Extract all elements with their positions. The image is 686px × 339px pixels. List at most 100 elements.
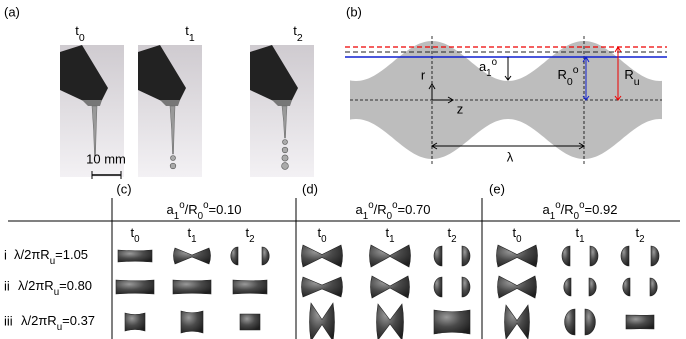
text-part: =0.92	[585, 202, 618, 217]
text-part: λ/2πR	[14, 247, 50, 262]
time-label: t2	[635, 225, 644, 245]
text-part: =0.80	[59, 278, 92, 293]
subscript: u	[634, 76, 640, 88]
figure: (a)t0t1t210 mm(b)rza1oR0oRuλ(c)a1o/R0o=0…	[0, 0, 686, 339]
text-part: =0.37	[62, 313, 95, 328]
drop-shape	[310, 303, 335, 339]
text-part: =0.10	[209, 202, 242, 217]
drop-shape	[173, 280, 211, 294]
drop-shape	[590, 246, 598, 266]
subscript: 2	[451, 234, 456, 245]
droplet	[283, 140, 288, 145]
text-part: /R	[185, 202, 198, 217]
subscript: 1	[363, 211, 368, 222]
time-label: t2	[447, 225, 456, 245]
subscript: 2	[639, 234, 644, 245]
drop-shape	[377, 304, 404, 339]
text-part: R	[624, 67, 633, 82]
row-label: λ/2πRu=1.05	[14, 247, 88, 267]
panel-title: a1o/R0o=0.10	[167, 200, 242, 222]
drop-shape	[434, 277, 442, 297]
drop-shape	[371, 276, 410, 298]
subscript: 0	[516, 234, 522, 245]
text-part: /R	[561, 202, 574, 217]
drop-shape	[565, 309, 575, 335]
drop-shape	[240, 314, 260, 330]
panel-label: (e)	[489, 181, 505, 196]
subscript: 1	[174, 211, 179, 222]
subscript: 1	[486, 68, 491, 79]
time-label: t0	[317, 225, 327, 245]
drop-shape	[302, 277, 343, 297]
time-label: t1	[185, 23, 195, 43]
row-label: λ/2πRu=0.80	[18, 278, 92, 298]
drop-shape	[233, 280, 267, 294]
text-part: λ/2πR	[18, 278, 54, 293]
drop-shape	[498, 276, 537, 298]
drop-shape	[589, 278, 596, 296]
supscript: o	[573, 64, 579, 76]
drop-shape	[505, 305, 530, 339]
subscript: 2	[297, 32, 303, 44]
subscript: 0	[567, 76, 573, 88]
subscript: 1	[579, 234, 584, 245]
droplet	[282, 147, 288, 153]
subscript: 1	[191, 234, 196, 245]
text-part: =0.70	[398, 202, 431, 217]
drop-shape	[262, 247, 269, 265]
droplet	[170, 163, 176, 169]
subscript: 0	[574, 211, 580, 222]
scale-label: 10 mm	[86, 151, 126, 166]
droplet	[282, 163, 289, 170]
subscript: 0	[321, 234, 327, 245]
subscript: 0	[198, 211, 204, 222]
time-label: t1	[187, 225, 196, 245]
panel-label: (a)	[4, 4, 20, 19]
row-index: i	[4, 247, 7, 262]
drop-shape	[174, 248, 211, 264]
panel-label: (b)	[346, 4, 362, 19]
row-index: iii	[4, 313, 13, 328]
panel-title: a1o/R0o=0.92	[543, 200, 618, 222]
subscript: 0	[134, 234, 140, 245]
drop-shape	[650, 278, 657, 296]
drop-shape	[181, 311, 203, 333]
subscript: 1	[550, 211, 555, 222]
subscript: 0	[79, 32, 85, 44]
droplet	[171, 156, 176, 161]
text-part: /R	[374, 202, 387, 217]
drop-shape	[562, 246, 570, 266]
lambda-label: λ	[507, 149, 514, 164]
drop-shape	[626, 315, 654, 329]
drop-shape	[462, 277, 470, 297]
a1-arrow	[505, 57, 511, 80]
drop-shape	[231, 247, 238, 265]
panel-label: (c)	[116, 181, 131, 196]
subscript: 0	[387, 211, 393, 222]
row-index: ii	[4, 278, 10, 293]
drop-shape	[651, 246, 659, 266]
drop-shape	[370, 245, 411, 267]
subscript: 1	[189, 32, 195, 44]
text-part: R	[557, 67, 566, 82]
subscript: 1	[389, 234, 394, 245]
time-label: t1	[385, 225, 394, 245]
drop-shape	[564, 278, 571, 296]
panel-title: a1o/R0o=0.70	[356, 200, 431, 222]
supscript: o	[492, 57, 498, 68]
drop-shape	[118, 250, 152, 262]
drop-shape	[302, 245, 343, 267]
time-label: t2	[293, 23, 303, 43]
drop-shape	[462, 246, 470, 266]
drop-shape	[623, 278, 630, 296]
time-label: t2	[245, 225, 254, 245]
text-part: =1.05	[55, 247, 88, 262]
drop-shape	[434, 310, 470, 334]
drop-shape	[621, 246, 629, 266]
drop-shape	[497, 245, 538, 267]
text-part: λ/2πR	[21, 313, 57, 328]
panel-label: (d)	[302, 181, 318, 196]
subscript: 2	[249, 234, 254, 245]
z-label: z	[457, 101, 464, 116]
drop-shape	[585, 309, 595, 335]
